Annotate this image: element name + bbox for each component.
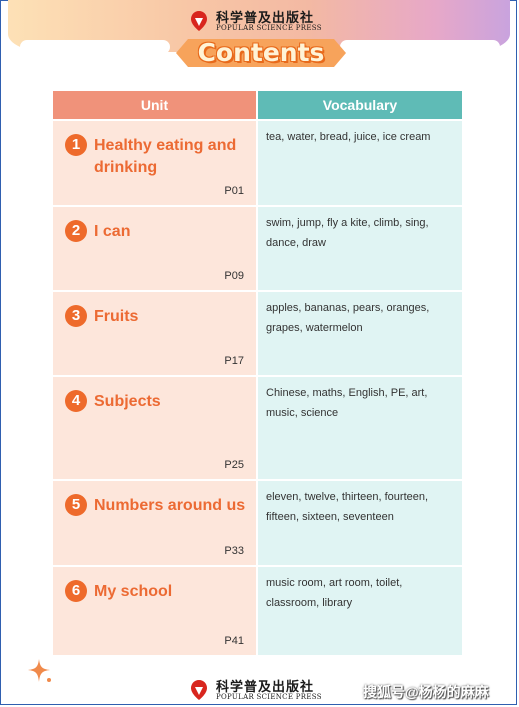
unit-page-ref: P17 [224,355,244,367]
table-row: 4 Subjects P25 Chinese, maths, English, … [53,377,462,479]
unit-page-ref: P01 [224,185,244,197]
vocabulary-cell: music room, art room, toilet, classroom,… [258,567,462,655]
table-row: 5 Numbers around us P33 eleven, twelve, … [53,481,462,565]
publisher-name-en: POPULAR SCIENCE PRESS [216,24,322,32]
publisher-name-cn: 科学普及出版社 [216,680,315,695]
brush-stroke-right [340,40,500,54]
sparkle-icon [28,659,51,682]
press-logo-icon [191,11,207,31]
vocabulary-cell: swim, jump, fly a kite, climb, sing, dan… [258,207,462,290]
unit-cell: 3 Fruits P17 [53,292,256,375]
contents-ribbon: Contents [172,36,350,70]
unit-number-badge: 1 [65,134,87,156]
vocabulary-list: swim, jump, fly a kite, climb, sing, dan… [266,217,429,249]
brush-stroke-left [20,40,170,54]
vocabulary-list: music room, art room, toilet, classroom,… [266,577,403,609]
unit-cell: 6 My school P41 [53,567,256,655]
unit-cell: 2 I can P09 [53,207,256,290]
unit-cell: 5 Numbers around us P33 [53,481,256,565]
table-row: 1 Healthy eating and drinking P01 tea, w… [53,121,462,205]
unit-number-badge: 5 [65,494,87,516]
vocabulary-cell: eleven, twelve, thirteen, fourteen, fift… [258,481,462,565]
press-logo-icon [191,680,207,700]
unit-number-badge: 4 [65,390,87,412]
table-row: 2 I can P09 swim, jump, fly a kite, clim… [53,207,462,290]
vocabulary-list: tea, water, bread, juice, ice cream [266,131,431,143]
vocabulary-cell: Chinese, maths, English, PE, art, music,… [258,377,462,479]
vocabulary-cell: apples, bananas, pears, oranges, grapes,… [258,292,462,375]
unit-number-badge: 6 [65,580,87,602]
unit-cell: 1 Healthy eating and drinking P01 [53,121,256,205]
page-title: Contents [197,38,325,67]
publisher-footer: 科学普及出版社 POPULAR SCIENCE PRESS [188,676,348,704]
unit-title: Healthy eating and drinking [94,137,237,176]
unit-column-header: Unit [53,91,256,119]
unit-number-badge: 2 [65,220,87,242]
table-row: 6 My school P41 music room, art room, to… [53,567,462,655]
unit-page-ref: P09 [224,270,244,282]
publisher-name-en: POPULAR SCIENCE PRESS [216,693,322,701]
vocabulary-list: apples, bananas, pears, oranges, grapes,… [266,302,430,334]
publisher-header: 科学普及出版社 POPULAR SCIENCE PRESS [188,7,338,37]
unit-cell: 4 Subjects P25 [53,377,256,479]
unit-number-badge: 3 [65,305,87,327]
unit-title: My school [94,583,173,600]
unit-title: Subjects [94,393,161,410]
unit-title: Fruits [94,308,139,325]
ribbon-shape [176,39,346,67]
table-row: 3 Fruits P17 apples, bananas, pears, ora… [53,292,462,375]
unit-title: Numbers around us [94,497,246,514]
unit-title: I can [94,223,131,240]
unit-page-ref: P41 [224,635,244,647]
vocabulary-list: Chinese, maths, English, PE, art, music,… [266,387,428,419]
vocabulary-cell: tea, water, bread, juice, ice cream [258,121,462,205]
publisher-name-cn: 科学普及出版社 [216,11,315,26]
vocabulary-column-header: Vocabulary [258,91,462,119]
unit-page-ref: P25 [224,459,244,471]
vocabulary-list: eleven, twelve, thirteen, fourteen, fift… [266,491,429,523]
unit-page-ref: P33 [224,545,244,557]
contents-table: Unit Vocabulary 1 Healthy eating and dri… [53,91,462,655]
watermark-text: 搜狐号@杨杨的麻麻 [363,684,489,700]
